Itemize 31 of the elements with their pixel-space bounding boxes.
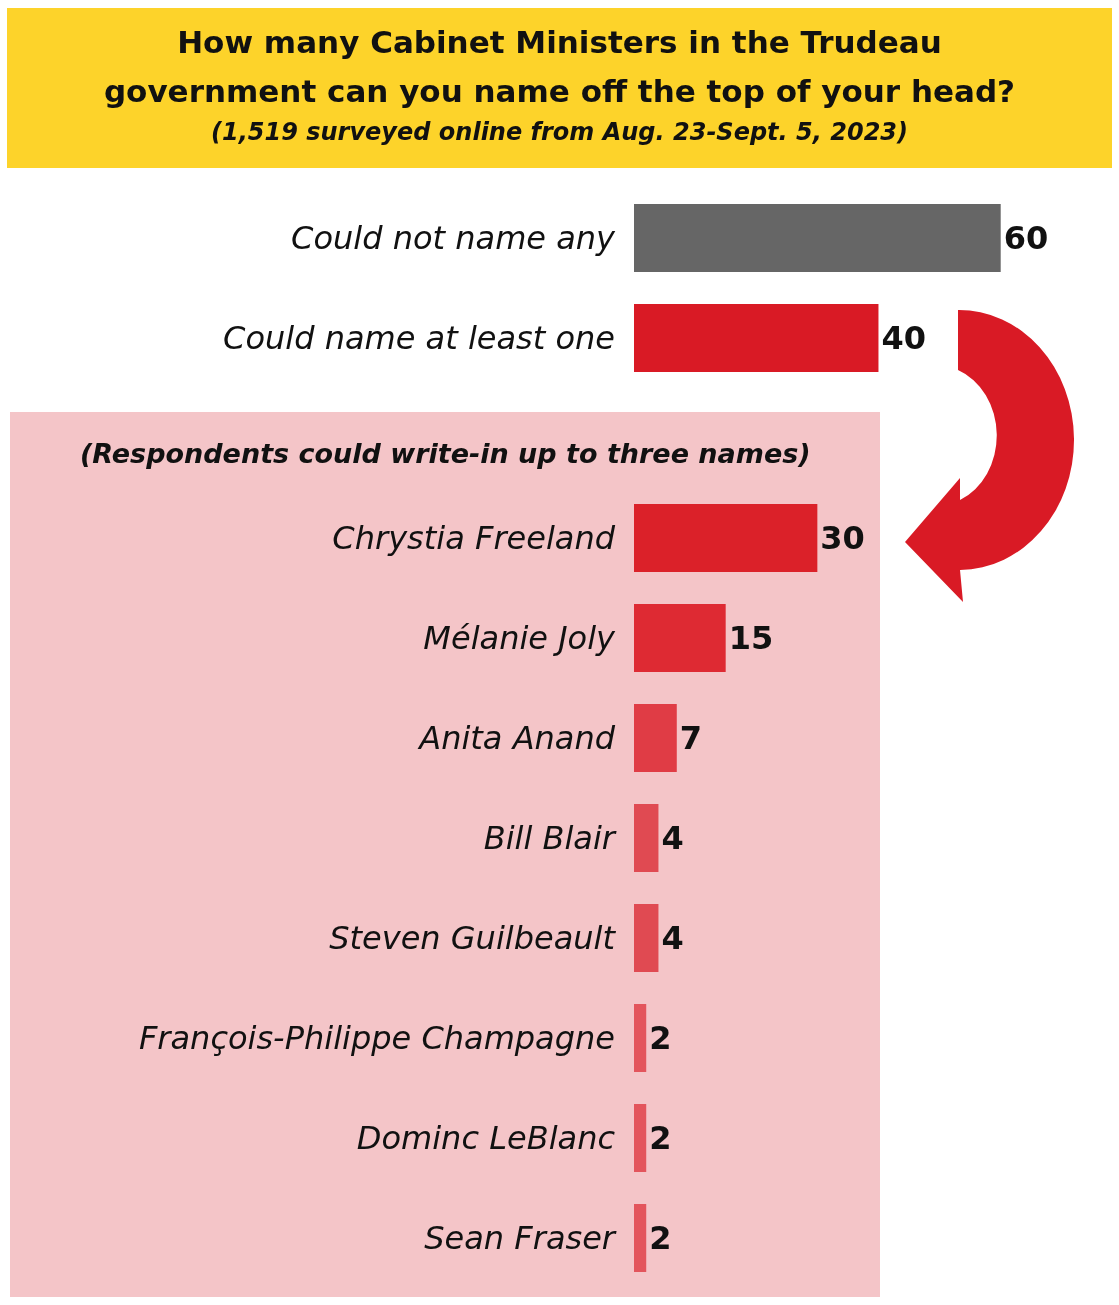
y-tick-label: Sean Fraser	[424, 1219, 617, 1258]
bar	[634, 604, 726, 672]
bar	[634, 804, 659, 872]
bar	[634, 504, 818, 572]
y-tick-label: Could name at least one	[223, 319, 615, 358]
bar	[634, 904, 659, 972]
chart-subtitle: (1,519 surveyed online from Aug. 23-Sept. 5, 2023)	[210, 118, 909, 146]
y-tick-label: Chrystia Freeland	[332, 519, 616, 558]
data-label: 2	[649, 1019, 672, 1057]
y-tick-label: Dominc LeBlanc	[356, 1119, 616, 1158]
y-tick-label: Steven Guilbeault	[329, 919, 617, 958]
chart-title: How many Cabinet Ministers in the Trudeau government can you name off the top of your head?	[102, 23, 1017, 111]
data-label: 4	[661, 819, 684, 857]
data-label: 2	[649, 1219, 672, 1257]
data-label: 7	[679, 719, 703, 757]
data-label: 2	[649, 1119, 672, 1157]
data-label: 30	[820, 519, 865, 557]
annotation: (Respondents could write-in up to three names)	[80, 438, 811, 469]
bar	[634, 1204, 647, 1272]
bar	[634, 1004, 647, 1072]
bar	[634, 1104, 647, 1172]
data-label: 40	[881, 319, 926, 357]
bar	[634, 704, 677, 772]
y-tick-label: Bill Blair	[483, 819, 617, 858]
data-label: 60	[1003, 219, 1049, 257]
y-tick-label: Anita Anand	[417, 719, 616, 758]
data-label: 15	[728, 619, 774, 657]
y-tick-label: François-Philippe Champagne	[138, 1019, 615, 1058]
y-tick-label: Mélanie Joly	[423, 619, 617, 658]
y-tick-label: Could not name any	[291, 219, 617, 258]
data-label: 4	[661, 919, 684, 957]
